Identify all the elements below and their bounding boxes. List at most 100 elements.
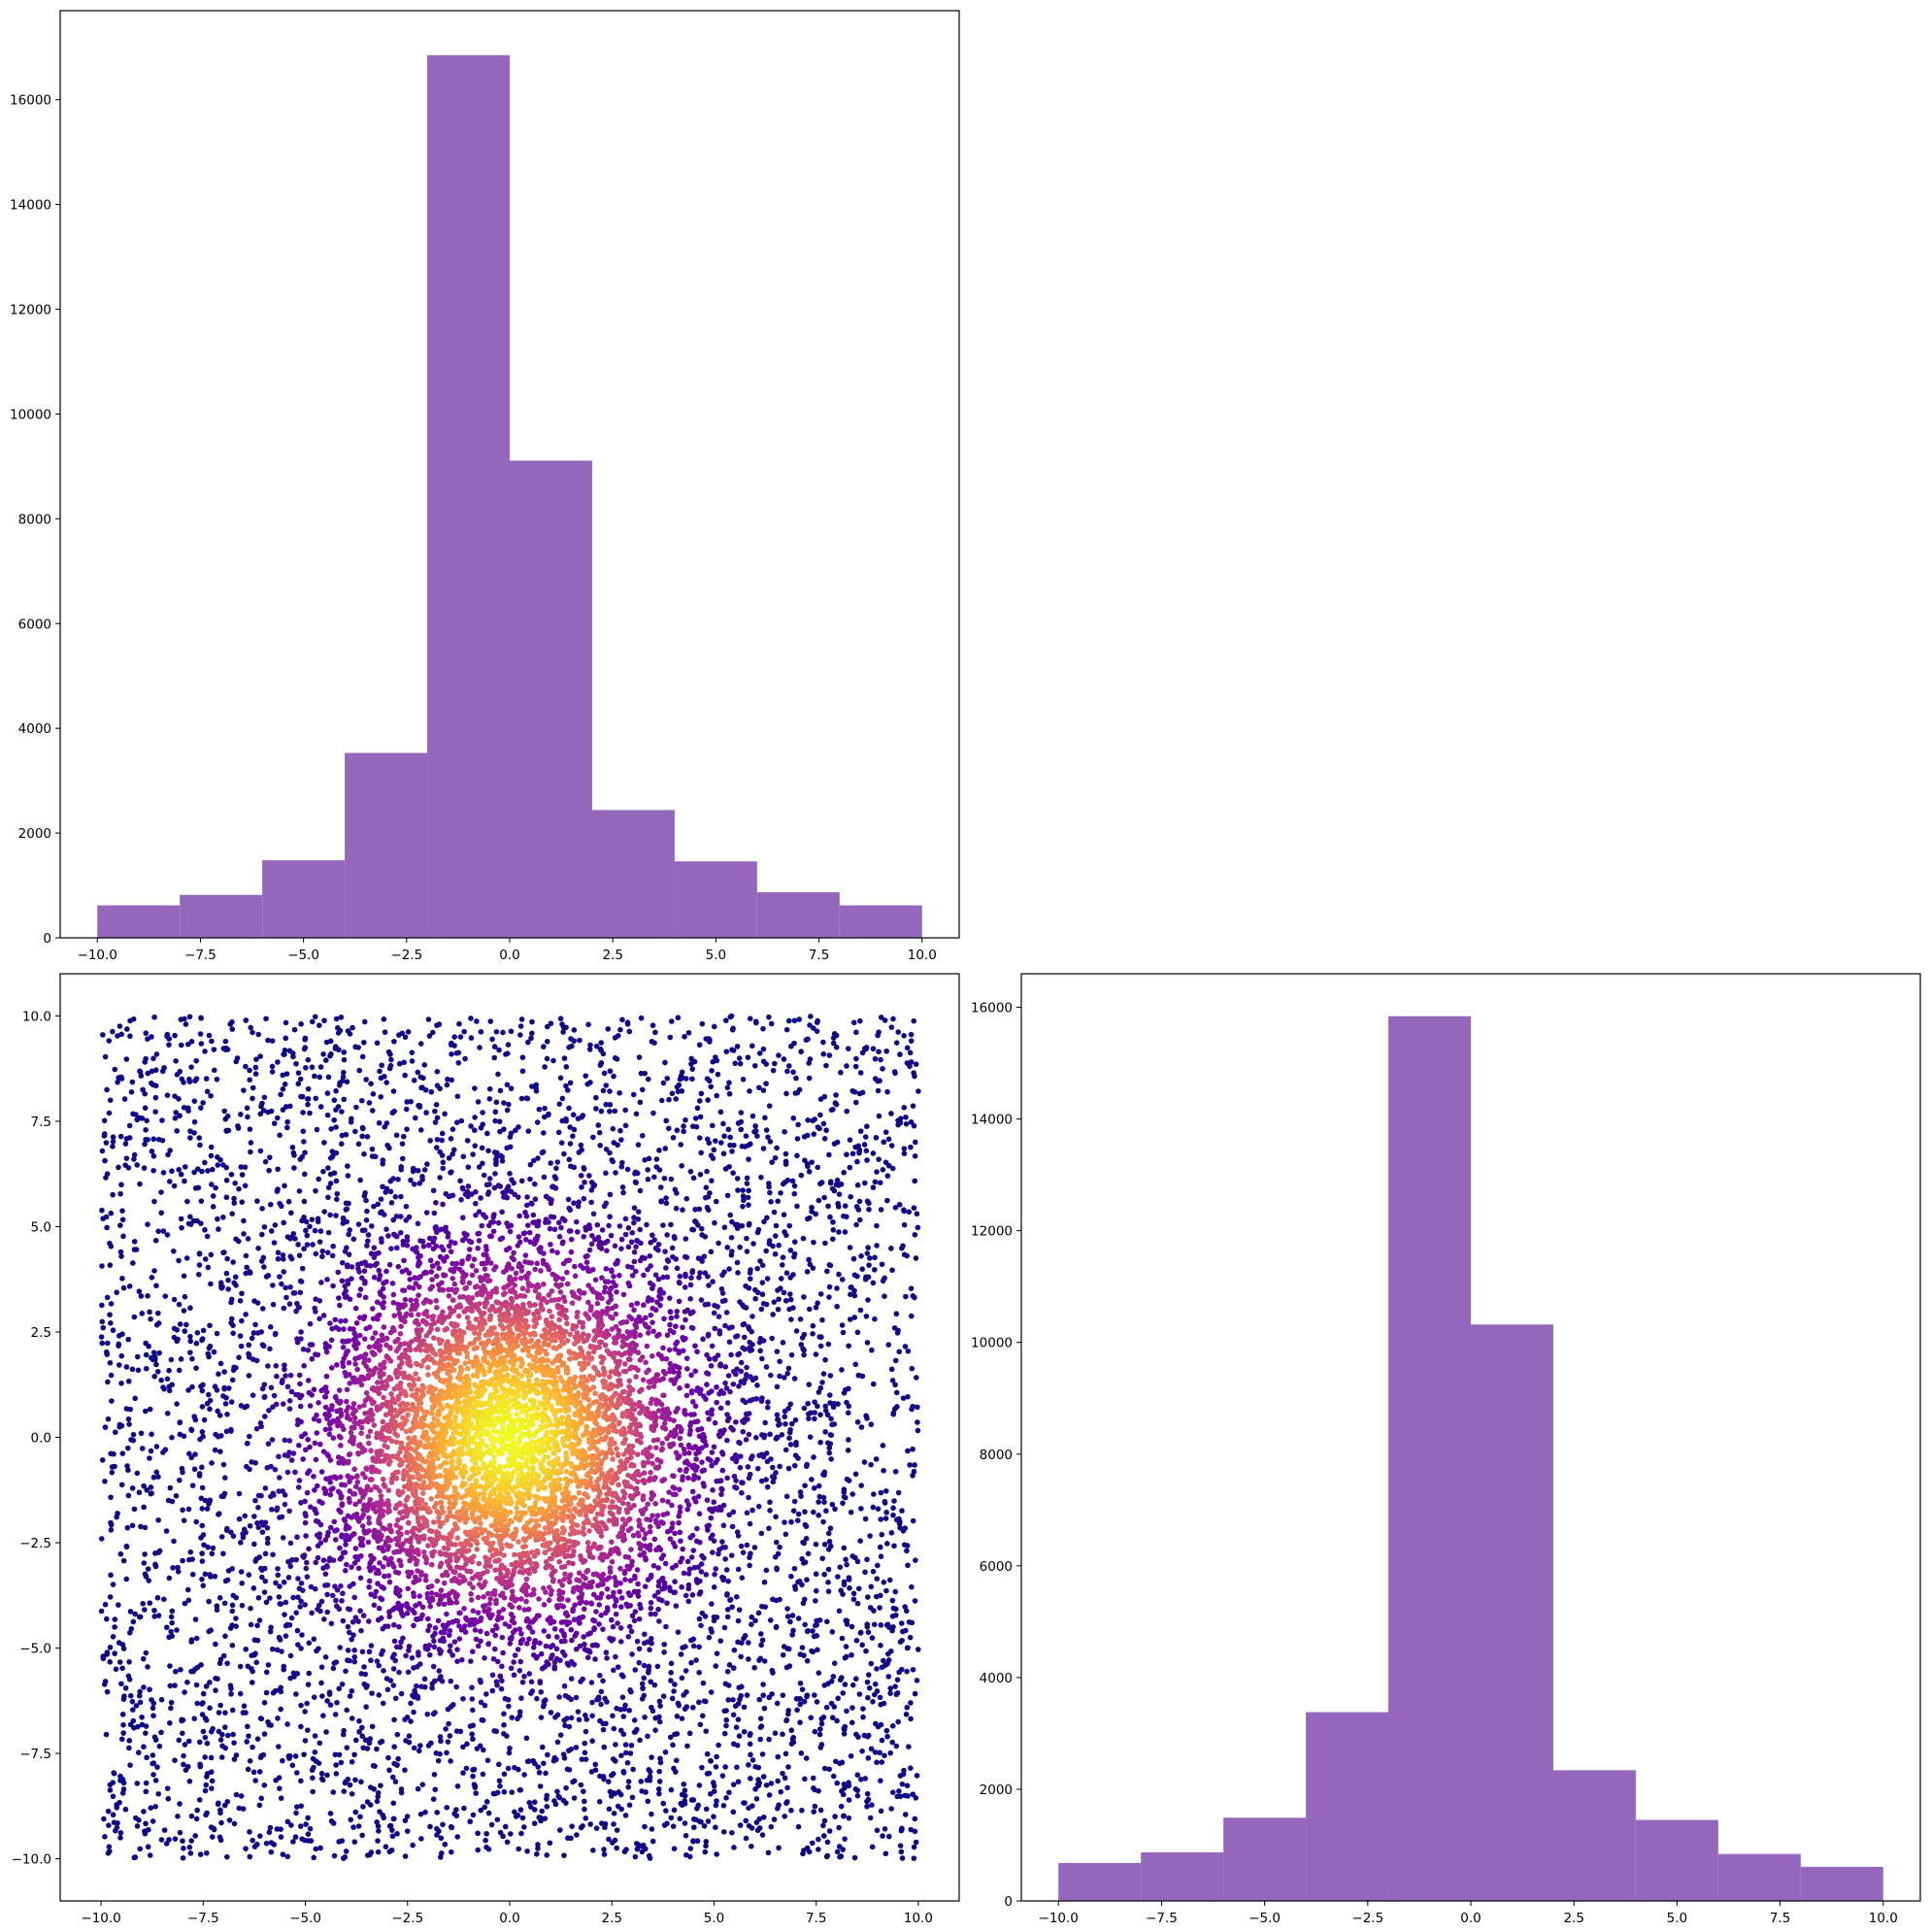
scatter-point: [302, 1511, 309, 1516]
scatter-point: [479, 1145, 485, 1151]
scatter-point: [592, 1767, 599, 1774]
scatter-point: [721, 1224, 728, 1231]
scatter-point: [312, 1585, 318, 1592]
scatter-point: [694, 1838, 701, 1845]
scatter-point: [247, 1758, 253, 1764]
scatter-point: [404, 1126, 410, 1132]
scatter-point: [549, 1652, 555, 1658]
scatter-point: [816, 1670, 822, 1677]
scatter-point: [179, 1224, 184, 1231]
scatter-point: [422, 1086, 429, 1093]
scatter-point: [99, 1457, 106, 1463]
scatter-point: [720, 1803, 727, 1809]
scatter-point: [761, 1579, 768, 1585]
scatter-point: [824, 1268, 830, 1275]
scatter-point: [824, 1440, 831, 1446]
scatter-point: [765, 1404, 771, 1411]
scatter-point: [891, 1543, 897, 1549]
scatter-point: [816, 1847, 821, 1852]
scatter-point: [611, 1821, 616, 1827]
scatter-point: [486, 1096, 493, 1102]
scatter-point: [584, 1654, 591, 1661]
scatter-point: [816, 1513, 821, 1518]
scatter-point: [719, 1539, 725, 1545]
scatter-point: [781, 1644, 787, 1649]
scatter-point: [180, 1838, 185, 1844]
scatter-point: [894, 1793, 901, 1800]
scatter-point: [415, 1167, 421, 1174]
scatter-point: [188, 1813, 195, 1819]
scatter-point: [758, 1306, 765, 1313]
scatter-point: [462, 1055, 468, 1062]
scatter-point: [401, 1059, 407, 1066]
scatter-point: [269, 1069, 276, 1075]
scatter-point: [291, 1026, 298, 1033]
scatter-point: [884, 1173, 891, 1180]
scatter-point: [169, 1382, 176, 1388]
scatter-point: [266, 1407, 272, 1414]
scatter-point: [451, 1043, 457, 1049]
scatter-point: [331, 1852, 338, 1859]
scatter-point: [257, 1053, 263, 1059]
scatter-point: [593, 1043, 600, 1049]
scatter-point: [107, 1312, 113, 1317]
scatter-point: [581, 1166, 587, 1172]
scatter-point: [727, 1014, 734, 1020]
scatter-point: [898, 1849, 905, 1855]
scatter-point: [560, 1029, 566, 1035]
scatter-point: [132, 1611, 138, 1617]
scatter-point: [237, 1298, 244, 1304]
scatter-point: [231, 1820, 238, 1827]
scatter-point: [824, 1839, 831, 1846]
scatter-point: [211, 1349, 217, 1355]
y-tick-label: 8000: [18, 512, 51, 527]
scatter-point: [646, 1767, 652, 1773]
scatter-point: [889, 1613, 896, 1619]
scatter-point: [892, 1070, 898, 1077]
scatter-point: [680, 1546, 686, 1552]
scatter-point: [290, 1594, 296, 1601]
scatter-point: [855, 1207, 862, 1213]
scatter-point: [343, 1131, 350, 1138]
scatter-point: [841, 1579, 848, 1585]
scatter-point: [697, 1588, 704, 1595]
scatter-point: [458, 1117, 465, 1124]
scatter-point: [754, 1133, 760, 1140]
scatter-point: [149, 1275, 155, 1281]
scatter-point: [581, 1233, 587, 1240]
scatter-point: [263, 1599, 270, 1606]
scatter-point: [702, 1849, 709, 1855]
scatter-point: [212, 1447, 218, 1453]
scatter-point: [417, 1127, 424, 1133]
scatter-point: [910, 1666, 916, 1673]
y-tick-label: 4000: [18, 721, 51, 737]
scatter-point: [272, 1466, 279, 1473]
scatter-point: [761, 1658, 768, 1664]
scatter-point: [129, 1698, 136, 1705]
scatter-point: [721, 1708, 728, 1715]
scatter-point: [151, 1614, 158, 1619]
scatter-point: [890, 1505, 896, 1512]
scatter-point: [191, 1466, 198, 1473]
scatter-point: [233, 1616, 239, 1621]
scatter-point: [726, 1325, 732, 1331]
scatter-point: [656, 1167, 663, 1173]
scatter-point: [895, 1489, 902, 1496]
scatter-point: [290, 1053, 296, 1060]
scatter-point: [817, 1439, 823, 1446]
scatter-point: [283, 1599, 289, 1606]
scatter-point: [351, 1654, 358, 1660]
scatter-point: [516, 1709, 523, 1715]
scatter-point: [592, 1656, 598, 1662]
scatter-point: [840, 1813, 847, 1819]
scatter-point: [825, 1588, 832, 1595]
scatter-point: [153, 1469, 160, 1476]
scatter-point: [460, 1770, 466, 1776]
scatter-point: [259, 1231, 265, 1238]
scatter-point: [674, 1190, 680, 1196]
scatter-point: [548, 1160, 554, 1166]
scatter-point: [874, 1827, 881, 1834]
scatter-point: [460, 1744, 466, 1750]
scatter-point: [310, 1755, 316, 1762]
scatter-point: [639, 1788, 645, 1794]
